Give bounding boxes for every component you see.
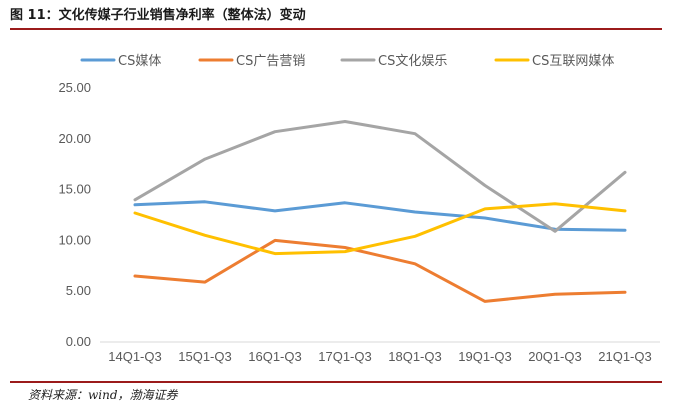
source-note: 资料来源：wind，渤海证券 [28, 388, 178, 402]
y-tick-label: 25.00 [58, 80, 91, 95]
y-tick-label: 0.00 [66, 334, 91, 349]
y-axis: 0.00 5.00 10.00 15.00 20.00 25.00 [58, 80, 91, 349]
legend-label: CS互联网媒体 [532, 54, 614, 69]
x-tick-label: 15Q1-Q3 [178, 349, 231, 364]
y-tick-label: 15.00 [58, 182, 91, 197]
series-line-0 [133, 200, 627, 232]
chart-legend: CS媒体 CS广告营销 CS文化娱乐 CS互联网媒体 [80, 54, 614, 69]
x-tick-label: 20Q1-Q3 [528, 349, 581, 364]
x-tick-label: 16Q1-Q3 [248, 349, 301, 364]
series-line-3 [133, 202, 627, 256]
x-axis: 14Q1-Q3 15Q1-Q3 16Q1-Q3 17Q1-Q3 18Q1-Q3 19Q1-… [100, 341, 660, 364]
x-tick-label: 14Q1-Q3 [108, 349, 161, 364]
legend-label: CS文化娱乐 [378, 54, 447, 69]
y-tick-label: 10.00 [58, 232, 91, 247]
title-rule [10, 28, 662, 30]
series-line-1 [133, 238, 627, 303]
x-tick-label: 18Q1-Q3 [388, 349, 441, 364]
figure-title: 图 11：文化传媒子行业销售净利率（整体法）变动 [10, 8, 306, 23]
x-tick-label: 17Q1-Q3 [318, 349, 371, 364]
legend-item: CS文化娱乐 [340, 54, 447, 69]
legend-item: CS广告营销 [198, 54, 305, 69]
legend-item: CS互联网媒体 [494, 54, 614, 69]
x-tick-label: 21Q1-Q3 [598, 349, 651, 364]
legend-label: CS广告营销 [236, 54, 305, 69]
source-rule [10, 381, 662, 383]
y-tick-label: 5.00 [66, 283, 91, 298]
y-tick-label: 20.00 [58, 131, 91, 146]
legend-label: CS媒体 [118, 54, 161, 69]
legend-item: CS媒体 [80, 54, 161, 69]
series-line-2 [133, 120, 627, 233]
plot-area [133, 120, 627, 303]
x-tick-label: 19Q1-Q3 [458, 349, 511, 364]
